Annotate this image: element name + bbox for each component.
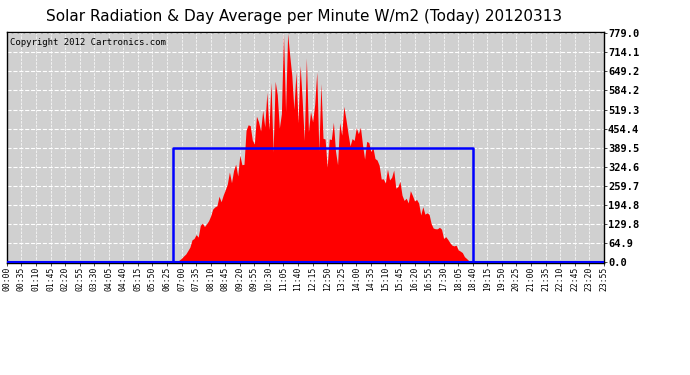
Text: Copyright 2012 Cartronics.com: Copyright 2012 Cartronics.com xyxy=(10,38,166,46)
Text: Solar Radiation & Day Average per Minute W/m2 (Today) 20120313: Solar Radiation & Day Average per Minute… xyxy=(46,9,562,24)
